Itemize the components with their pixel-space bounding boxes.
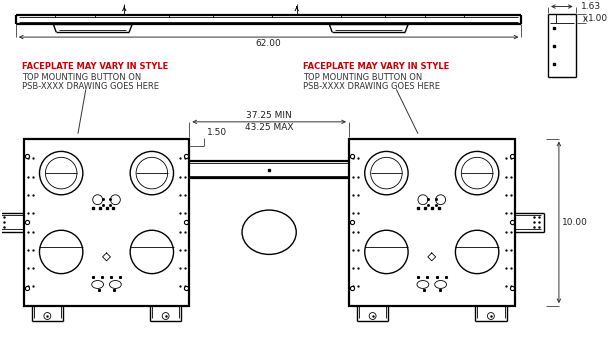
Text: PSB-XXXX DRAWING GOES HERE: PSB-XXXX DRAWING GOES HERE	[22, 82, 159, 91]
Text: 62.00: 62.00	[256, 39, 282, 48]
Text: 1.00: 1.00	[588, 14, 608, 23]
Text: PSB-XXXX DRAWING GOES HERE: PSB-XXXX DRAWING GOES HERE	[303, 82, 439, 91]
Text: 1.63: 1.63	[581, 2, 601, 11]
Text: 10.00: 10.00	[562, 218, 588, 227]
Text: TOP MOUNTING BUTTON ON: TOP MOUNTING BUTTON ON	[22, 72, 141, 81]
Text: 43.25 MAX: 43.25 MAX	[245, 123, 293, 132]
Bar	[24, 139, 189, 306]
Text: FACEPLATE MAY VARY IN STYLE: FACEPLATE MAY VARY IN STYLE	[303, 62, 449, 71]
Text: 1.50: 1.50	[207, 128, 227, 137]
Text: FACEPLATE MAY VARY IN STYLE: FACEPLATE MAY VARY IN STYLE	[22, 62, 168, 71]
Text: 37.25 MIN: 37.25 MIN	[246, 111, 292, 120]
Bar	[349, 139, 515, 306]
Text: TOP MOUNTING BUTTON ON: TOP MOUNTING BUTTON ON	[303, 72, 422, 81]
